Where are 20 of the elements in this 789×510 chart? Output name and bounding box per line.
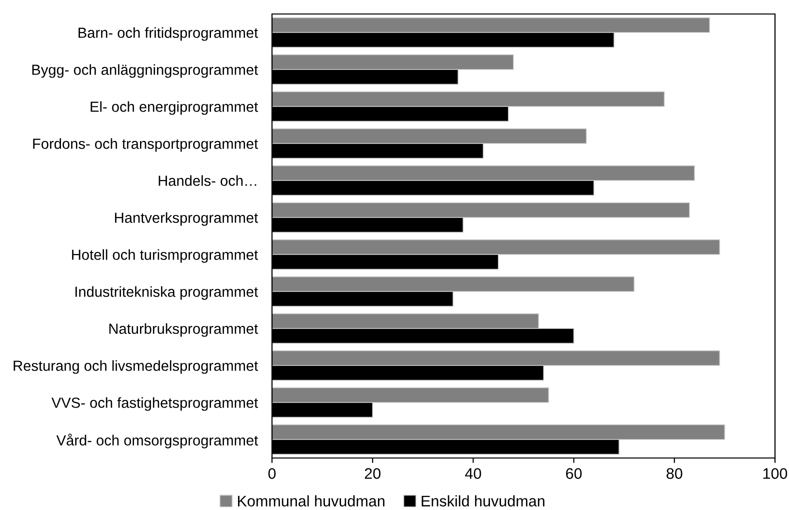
y-tick-label: Naturbruksprogrammet [109,323,258,337]
y-tick-label: Bygg- och anläggningsprogrammet [32,64,258,78]
y-tick-label: Barn- och fritidsprogrammet [78,27,258,41]
legend-label: Enskild huvudman [422,495,544,506]
y-tick-label: Resturang och livsmedelsprogrammet [14,360,258,374]
y-tick-label: El- och energiprogrammet [90,101,258,115]
y-tick-label: Industritekniska programmet [75,286,258,300]
y-tick-label: Handels- och… [158,175,256,186]
y-tick-label: VVS- och fastighetsprogrammet [52,397,258,411]
legend-label: Kommunal huvudman [238,495,384,506]
x-tick-label: 60 [566,468,582,479]
x-tick-label: 100 [763,468,788,479]
y-tick-label: Hantverksprogrammet [115,212,258,226]
y-tick-label: Vård- och omsorgsprogrammet [56,434,258,448]
x-tick-label: 80 [666,468,682,479]
x-tick-label: 0 [268,468,276,479]
y-tick-label: Fordons- och transportprogrammet [33,138,258,152]
x-tick-label: 20 [364,468,380,479]
y-tick-label: Hotell och turismprogrammet [72,249,258,263]
x-tick-label: 40 [465,468,482,479]
